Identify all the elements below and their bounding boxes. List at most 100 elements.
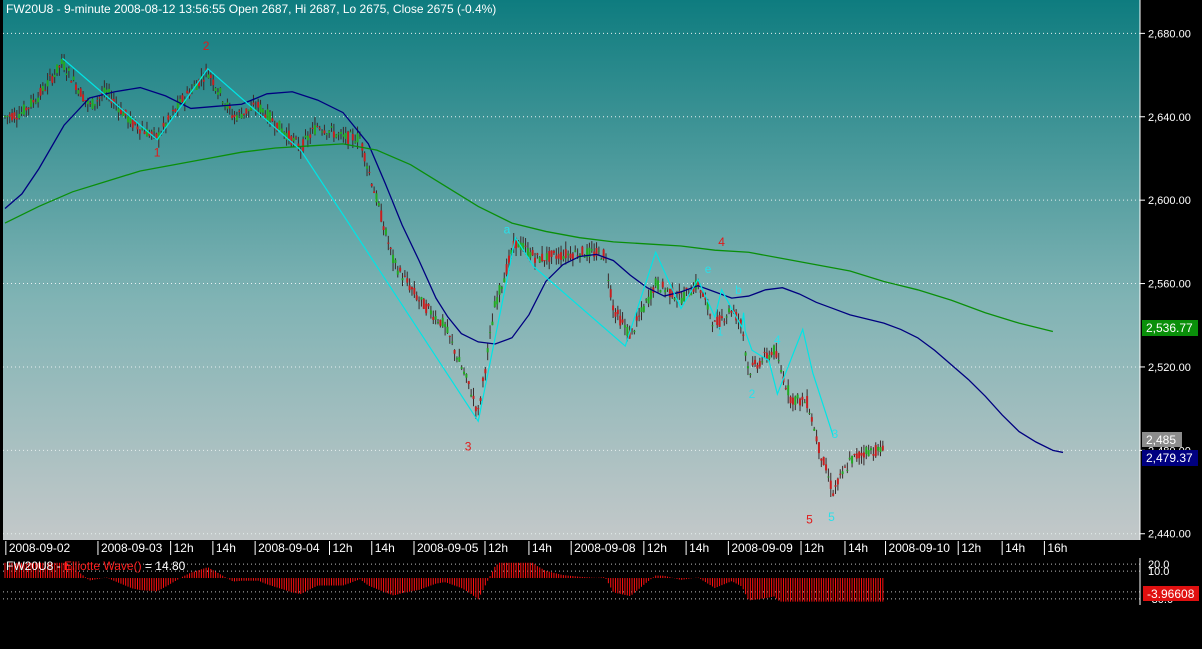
- candle-up: [813, 428, 816, 431]
- candle-up: [437, 322, 440, 324]
- candle-up: [179, 99, 182, 105]
- candle-up: [441, 317, 444, 327]
- candle-up: [344, 132, 347, 139]
- candle-down: [403, 275, 406, 277]
- candle-down: [311, 127, 314, 129]
- candle-up: [396, 270, 399, 275]
- candle-up: [53, 74, 56, 78]
- candle-down: [843, 466, 846, 468]
- candle-down: [27, 107, 30, 109]
- candle-up: [517, 240, 520, 248]
- x-axis-label: 2008-09-03: [101, 541, 163, 555]
- candle-up: [67, 68, 70, 71]
- chart-title: FW20U8 - 9-minute 2008-08-12 13:56:55 Op…: [6, 2, 496, 16]
- candle-down: [186, 90, 189, 94]
- candle-down: [477, 408, 480, 410]
- candle-up: [41, 85, 44, 91]
- candle-down: [619, 315, 622, 326]
- candle-up: [321, 131, 324, 133]
- candle-up: [654, 278, 657, 286]
- candle-down: [238, 110, 241, 112]
- price-tags: 2,536.77 2,485 2,479.37: [1142, 320, 1198, 466]
- candle-down: [612, 305, 615, 311]
- candle-down: [754, 359, 757, 365]
- candle-up: [865, 447, 868, 455]
- candle-up: [683, 292, 686, 301]
- candle-up: [280, 128, 283, 133]
- candle-up: [261, 109, 264, 113]
- candle-down: [881, 445, 884, 451]
- x-axis-label: 2008-09-02: [9, 541, 71, 555]
- candle-down: [668, 289, 671, 297]
- candle-down: [96, 100, 99, 102]
- x-axis-label: 2008-09-10: [889, 541, 951, 555]
- candle-down: [751, 362, 754, 366]
- x-axis-label: 2008-09-05: [417, 541, 479, 555]
- candle-down: [616, 309, 619, 315]
- candle-up: [392, 254, 395, 264]
- price-y-tick-label: 2,560.00: [1148, 279, 1191, 291]
- candle-up: [216, 92, 219, 95]
- x-axis-label: 12h: [488, 541, 508, 555]
- candle-up: [93, 104, 96, 106]
- candle-down: [872, 454, 875, 456]
- candle-down: [233, 114, 236, 118]
- candle-up: [283, 132, 286, 135]
- candle-up: [30, 98, 33, 107]
- candle-up: [65, 73, 68, 76]
- candle-up: [567, 253, 570, 256]
- wave-label-cyan: 1: [717, 325, 724, 339]
- candle-down: [832, 493, 835, 496]
- candle-up: [207, 74, 210, 79]
- candle-down: [829, 480, 832, 489]
- candle-up: [254, 108, 257, 110]
- x-axis-label: 12h: [804, 541, 824, 555]
- candle-down: [373, 191, 376, 194]
- candle-down: [822, 456, 825, 466]
- candle-up: [870, 448, 873, 451]
- candle-up: [489, 332, 492, 334]
- candle-down: [531, 250, 534, 256]
- candle-down: [202, 79, 205, 82]
- candle-up: [690, 292, 693, 296]
- x-axis-label: 2008-09-09: [731, 541, 793, 555]
- green-ma-tag-box: [1142, 320, 1198, 336]
- candle-up: [304, 135, 307, 138]
- candle-down: [534, 257, 537, 263]
- candle-down: [174, 109, 177, 113]
- candle-down: [119, 107, 122, 114]
- candle-down: [422, 298, 425, 309]
- candle-up: [794, 396, 797, 405]
- candle-up: [458, 356, 461, 362]
- candle-up: [590, 249, 593, 251]
- candle-down: [505, 264, 508, 275]
- candle-up: [153, 130, 156, 132]
- candle-up: [623, 325, 626, 328]
- candle-down: [48, 74, 51, 76]
- candle-down: [569, 253, 572, 259]
- candle-down: [245, 108, 248, 114]
- candle-up: [626, 327, 629, 337]
- candle-down: [685, 287, 688, 290]
- candle-down: [351, 134, 354, 141]
- candle-up: [60, 58, 63, 65]
- green-ma-line: [4, 143, 1054, 333]
- candle-up: [240, 113, 243, 119]
- candle-down: [98, 97, 101, 99]
- indicator-last-tag: -3.96608: [1147, 587, 1195, 601]
- candle-down: [524, 245, 527, 247]
- candle-up: [586, 248, 589, 257]
- candle-down: [874, 445, 877, 457]
- candle-down: [730, 311, 733, 313]
- candle-down: [507, 255, 510, 264]
- candle-down: [756, 364, 759, 369]
- candle-down: [770, 351, 773, 356]
- candle-up: [526, 248, 529, 257]
- candle-up: [848, 457, 851, 460]
- candle-up: [647, 296, 650, 304]
- candle-up: [394, 259, 397, 263]
- candle-down: [713, 320, 716, 322]
- blue-ma-tag: 2,479.37: [1146, 451, 1193, 465]
- candle-up: [465, 373, 468, 378]
